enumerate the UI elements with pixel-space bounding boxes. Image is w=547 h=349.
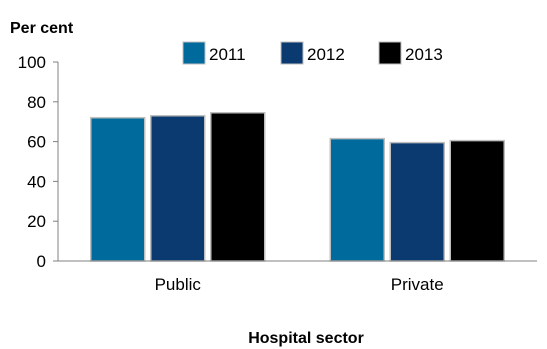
legend-swatch-2011 xyxy=(182,41,206,65)
bar-public-2013 xyxy=(210,111,266,262)
bar-private-2011 xyxy=(329,137,385,262)
bar-private-2013 xyxy=(449,139,505,262)
y-tick-label: 60 xyxy=(27,133,46,152)
bar-public-2012 xyxy=(150,114,206,262)
x-category-label: Public xyxy=(155,275,202,294)
y-tick-label: 40 xyxy=(27,172,46,191)
category-labels: Public Private xyxy=(155,275,444,294)
y-tick-label: 100 xyxy=(18,53,46,72)
bar-private-2012 xyxy=(389,141,445,262)
legend: 2011 2012 2013 xyxy=(182,41,443,65)
y-axis-title: Per cent xyxy=(10,20,74,37)
legend-swatch-2013 xyxy=(378,41,402,65)
y-tick-label: 0 xyxy=(37,252,46,271)
y-tick-label: 80 xyxy=(27,93,46,112)
bars xyxy=(90,111,505,262)
bar-public-2011 xyxy=(90,116,146,262)
legend-label: 2012 xyxy=(307,45,345,64)
legend-label: 2013 xyxy=(405,45,443,64)
legend-swatch-2012 xyxy=(280,41,304,65)
x-category-label: Private xyxy=(391,275,444,294)
x-axis-title: Hospital sector xyxy=(248,330,364,347)
y-axis-ticks: 0 20 40 60 80 100 xyxy=(18,53,58,271)
legend-label: 2011 xyxy=(209,45,246,64)
y-tick-label: 20 xyxy=(27,212,46,231)
